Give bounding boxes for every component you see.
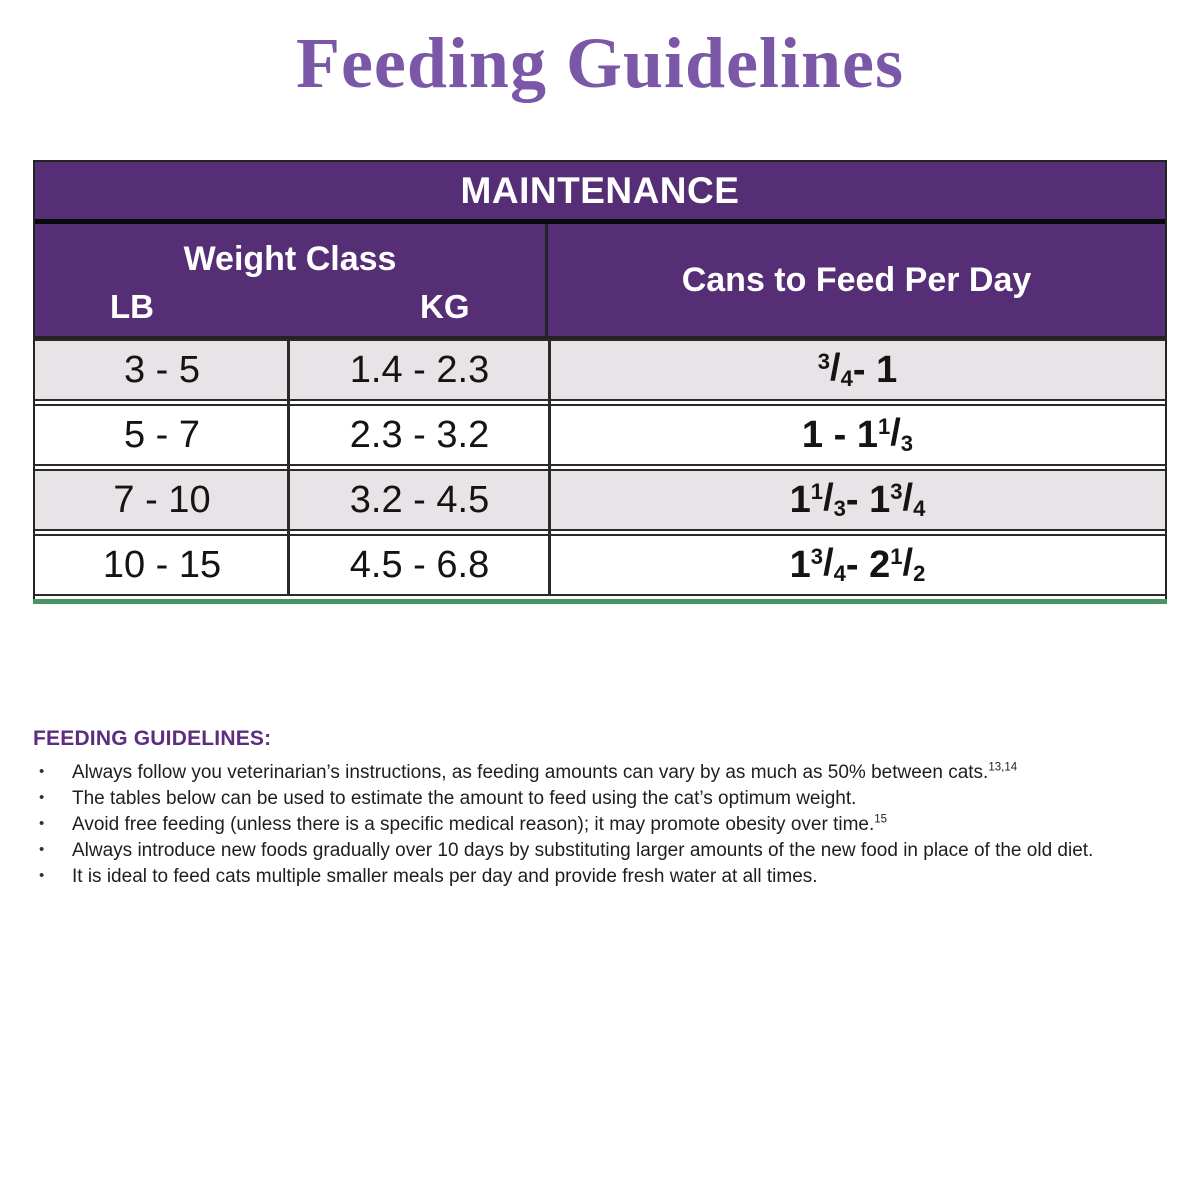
page-title: Feeding Guidelines [295,23,905,103]
guideline-item: • Always introduce new foods gradually ov… [33,838,1178,864]
guideline-text: The tables below can be used to estimate… [72,788,857,809]
weight-class-label: Weight Class [183,240,397,278]
guideline-item: • Always follow you veterinarian’s instru… [33,760,1178,786]
fraction-slash: / [823,477,834,520]
guideline-text: It is ideal to feed cats multiple smalle… [72,866,818,887]
cans-text: - 1 [852,348,898,391]
fraction-numerator: 1 [890,544,903,570]
table-title: MAINTENANCE [460,169,740,211]
guideline-item: • Avoid free feeding (unless there is a s… [33,812,1178,838]
fraction: 1/2 [890,542,925,587]
cans-header-cell: Cans to Feed Per Day [548,224,1165,336]
column-divider-lb-kg [287,339,290,596]
guideline-text: Always follow you veterinarian’s instruc… [72,762,989,783]
fraction-slash: / [890,412,901,455]
cans-value: 1 1/3 - 1 3/4 [550,471,1165,529]
cans-value: 1 3/4 - 2 1/2 [550,536,1165,594]
fraction-numerator: 3 [890,479,903,505]
kg-value: 3.2 - 4.5 [349,478,490,521]
kg-value: 2.3 - 3.2 [349,413,490,456]
guidelines-heading: FEEDING GUIDELINES: [33,727,272,750]
table-row: 10 - 15 4.5 - 6.8 1 3/4 - 2 1/2 [35,534,1165,596]
fraction: 1/3 [811,477,846,522]
table-row: 7 - 10 3.2 - 4.5 1 1/3 - 1 3/4 [35,469,1165,531]
table-row: 3 - 5 1.4 - 2.3 3/4 - 1 [35,339,1165,401]
fraction-slash: / [830,347,841,390]
guidelines-section: FEEDING GUIDELINES: • Always follow you v… [33,727,1178,890]
fraction-denominator: 2 [913,561,926,587]
header-divider [35,219,1165,224]
kg-column-label: KG [420,288,470,325]
table-bottom-accent [33,599,1167,604]
guideline-text: Always introduce new foods gradually ove… [72,840,1094,861]
cans-text: 1 [789,478,811,521]
fraction: 3/4 [811,542,846,587]
bullet-marker: • [39,867,45,884]
guidelines-list: • Always follow you veterinarian’s instru… [33,760,1178,890]
lb-value: 7 - 10 [113,478,211,521]
weight-class-header-cell: Weight Class LB KG [35,224,548,336]
bullet-marker: • [39,789,45,806]
fraction-denominator: 3 [900,431,914,457]
guideline-item: • It is ideal to feed cats multiple small… [33,864,1178,890]
lb-value: 5 - 7 [123,413,201,456]
cans-column-label: Cans to Feed Per Day [681,260,1032,299]
bullet-marker: • [39,763,45,780]
reference-superscript: 15 [874,813,888,826]
fraction-numerator: 3 [817,349,831,375]
fraction: 3/4 [818,347,853,392]
fraction: 1/3 [878,412,913,457]
cans-value: 3/4 - 1 [550,341,1165,399]
fraction: 3/4 [890,477,925,522]
guideline-item: • The tables below can be used to estimat… [33,786,1178,812]
fraction-denominator: 4 [913,496,926,522]
fraction-numerator: 1 [877,414,891,440]
kg-value: 4.5 - 6.8 [349,543,490,586]
bullet-marker: • [39,841,45,858]
lb-value: 10 - 15 [102,543,222,586]
bullet-marker: • [39,815,45,832]
cans-value: 1 - 1 1/3 [550,406,1165,464]
table-title-band: MAINTENANCE [35,162,1165,219]
fraction-denominator: 4 [833,561,846,587]
lb-column-label: LB [110,288,154,325]
fraction-denominator: 3 [833,496,846,522]
feeding-table: MAINTENANCE Weight Class LB KG Cans to F… [33,160,1167,604]
fraction-slash: / [823,542,834,585]
cans-text: - 2 [845,543,891,586]
fraction-slash: / [902,477,914,520]
table-row: 5 - 7 2.3 - 3.2 1 - 1 1/3 [35,404,1165,466]
lb-value: 3 - 5 [123,348,201,391]
kg-value: 1.4 - 2.3 [349,348,490,391]
reference-superscript: 13,14 [988,761,1018,774]
fraction-slash: / [902,542,914,585]
fraction-numerator: 1 [810,479,824,505]
cans-text: 1 - 1 [801,413,878,456]
guideline-text: Avoid free feeding (unless there is a sp… [72,814,875,835]
column-divider-kg-cans [548,339,551,596]
fraction-denominator: 4 [840,366,853,392]
fraction-numerator: 3 [810,544,824,570]
cans-text: 1 [789,543,811,586]
cans-text: - 1 [845,478,891,521]
column-header-band: Weight Class LB KG Cans to Feed Per Day [35,224,1165,339]
